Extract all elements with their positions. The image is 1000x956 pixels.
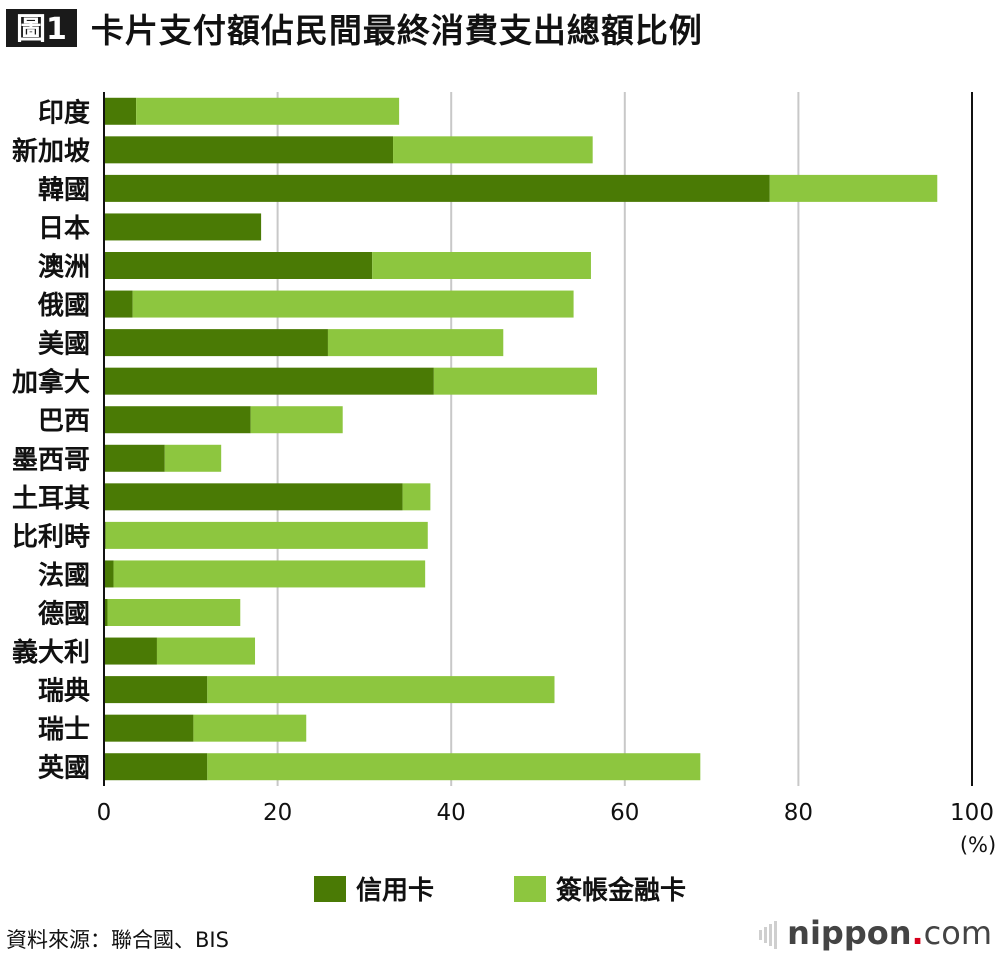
bar-credit-14 [104, 637, 157, 665]
bar-debit-12 [113, 560, 426, 588]
bar-credit-4 [104, 252, 373, 279]
legend-label-credit: 信用卡 [355, 876, 434, 906]
category-label: 德國 [38, 600, 90, 630]
category-label: 新加坡 [12, 136, 90, 167]
bar-credit-8 [104, 406, 251, 434]
bar-debit-4 [372, 252, 591, 279]
x-tick-label: 80 [784, 800, 813, 826]
bar-credit-10 [104, 483, 403, 511]
category-label: 法國 [38, 561, 90, 591]
stacked-bar-chart: 印度新加坡韓國日本澳洲俄國美國加拿大巴西墨西哥土耳其比利時法國德國義大利瑞典瑞士… [12, 92, 996, 857]
bar-credit-12 [104, 560, 114, 588]
x-unit-label: (%) [960, 833, 996, 857]
category-label: 韓國 [38, 175, 90, 205]
bar-credit-16 [104, 714, 194, 742]
category-label: 義大利 [12, 638, 90, 668]
x-tick-label: 100 [950, 800, 994, 826]
bar-debit-7 [433, 367, 598, 395]
category-label: 瑞典 [38, 677, 90, 707]
bar-debit-0 [136, 97, 400, 125]
bar-credit-0 [104, 97, 137, 125]
bar-credit-7 [104, 367, 434, 395]
bar-debit-2 [769, 174, 938, 202]
x-tick-label: 40 [437, 800, 466, 826]
source-note: 資料來源：聯合國、BIS [6, 928, 229, 952]
logo-bars-icon [759, 914, 779, 952]
category-label: 瑞士 [38, 715, 90, 745]
x-tick-label: 0 [97, 800, 112, 826]
legend: 信用卡 簽帳金融卡 [0, 870, 1000, 907]
category-label: 英國 [38, 754, 90, 784]
bar-credit-17 [104, 753, 208, 781]
bar-debit-6 [327, 329, 504, 357]
bar-debit-8 [250, 406, 343, 434]
category-label: 墨西哥 [12, 445, 90, 475]
figure-badge: 圖1 [6, 9, 77, 47]
bar-credit-13 [104, 599, 108, 626]
bar-credit-5 [104, 290, 133, 318]
chart-header: 圖1 卡片支付額佔民間最終消費支出總額比例 [6, 6, 703, 50]
bar-credit-2 [104, 174, 770, 202]
bar-debit-14 [156, 637, 256, 665]
bar-debit-5 [132, 290, 574, 318]
logo-suffix: com [923, 914, 992, 952]
nippon-logo: nippon. com [759, 914, 992, 952]
chart-title: 卡片支付額佔民間最終消費支出總額比例 [90, 11, 703, 50]
category-label: 美國 [38, 329, 90, 360]
bar-credit-9 [104, 444, 165, 472]
logo-dot: . [911, 914, 924, 952]
bar-credit-3 [104, 213, 262, 241]
legend-swatch-credit [313, 875, 346, 902]
bar-debit-10 [402, 483, 431, 511]
bar-debit-1 [393, 136, 593, 164]
category-label: 比利時 [12, 522, 90, 552]
x-tick-label: 20 [263, 800, 292, 826]
bar-credit-6 [104, 329, 328, 357]
legend-swatch-debit [514, 875, 546, 902]
legend-item-credit: 信用卡 [313, 870, 434, 907]
category-label: 俄國 [37, 291, 90, 321]
legend-label-debit: 簽帳金融卡 [556, 876, 687, 906]
legend-item-debit: 簽帳金融卡 [514, 870, 686, 907]
category-label: 印度 [38, 97, 90, 128]
category-label: 土耳其 [12, 484, 90, 514]
x-tick-label: 60 [610, 800, 639, 826]
bar-debit-13 [107, 599, 241, 626]
category-label: 日本 [38, 214, 90, 244]
bar-credit-1 [104, 136, 394, 164]
bar-debit-16 [193, 714, 307, 742]
bar-credit-15 [104, 676, 208, 704]
category-label: 澳洲 [38, 253, 90, 283]
bar-debit-17 [207, 753, 701, 781]
logo-text: nippon [787, 914, 912, 952]
category-label: 巴西 [38, 407, 90, 437]
category-label: 加拿大 [12, 367, 90, 398]
bar-debit-15 [207, 676, 555, 704]
bar-debit-9 [164, 444, 222, 472]
bar-debit-11 [105, 521, 428, 549]
